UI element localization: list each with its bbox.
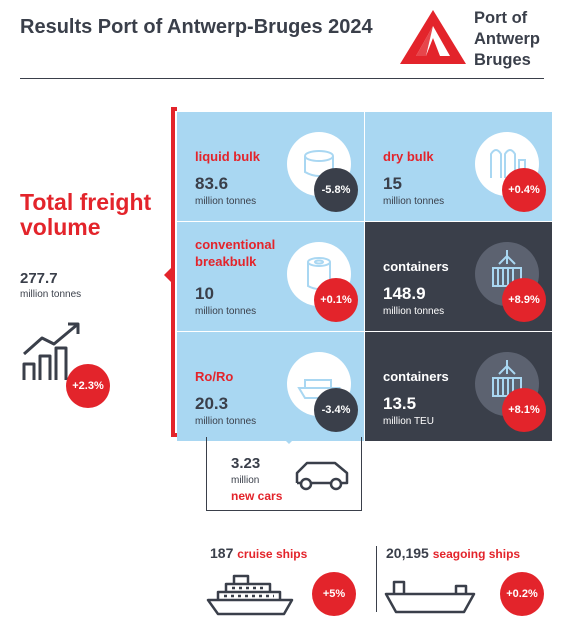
- bottom-divider: [376, 546, 377, 612]
- tile-label: liquid bulk: [195, 149, 260, 164]
- tile-unit: million tonnes: [383, 306, 445, 317]
- tile-label: containers: [383, 369, 449, 384]
- new-cars-box: 3.23 million new cars: [206, 437, 362, 511]
- tile-value: 83.6: [195, 174, 229, 193]
- page-title: Results Port of Antwerp-Bruges 2024: [20, 16, 373, 38]
- tile-liquid-bulk: liquid bulk 83.6 million tonnes -5.8%: [177, 112, 364, 221]
- tile-breakbulk: conventional breakbulk 10 million tonnes…: [177, 222, 364, 331]
- cruise-line: 187 cruise ships: [210, 545, 307, 561]
- growth-chart-icon: [22, 322, 80, 380]
- cars-label: new cars: [231, 489, 283, 503]
- tile-label: containers: [383, 259, 449, 274]
- tile-roro: Ro/Ro 20.3 million tonnes -3.4%: [177, 332, 364, 441]
- total-change-badge: +2.3%: [66, 364, 110, 408]
- logo-text: Port of Antwerp Bruges: [474, 9, 540, 69]
- roro-pointer: [282, 437, 296, 444]
- bracket-notch: [164, 268, 171, 282]
- port-logo-icon: [400, 10, 466, 64]
- tile-value: 148.9: [383, 284, 426, 303]
- tile-change-badge: +8.1%: [502, 388, 546, 432]
- cruise-value: 187: [210, 545, 234, 561]
- seagoing-label: seagoing ships: [432, 547, 521, 561]
- cars-value: 3.23: [231, 455, 261, 472]
- tile-unit: million tonnes: [195, 416, 257, 427]
- bracket-decoration: [171, 107, 177, 437]
- tile-value: 10: [195, 284, 214, 303]
- tile-containers-tonnes: containers 148.9 million tonnes +8.9%: [365, 222, 552, 331]
- tile-unit: million TEU: [383, 416, 434, 427]
- seagoing-change-badge: +0.2%: [500, 572, 544, 616]
- cars-unit: million: [231, 475, 260, 486]
- tile-label: Ro/Ro: [195, 369, 234, 384]
- tile-label: dry bulk: [383, 149, 434, 164]
- total-heading: Total freight volume: [20, 189, 152, 240]
- header-divider: [20, 78, 544, 79]
- tile-change-badge: +8.9%: [502, 278, 546, 322]
- tile-change-badge: -3.4%: [314, 388, 358, 432]
- cruise-label: cruise ships: [237, 547, 308, 561]
- tile-value: 15: [383, 174, 402, 193]
- cruise-change-badge: +5%: [312, 572, 356, 616]
- tile-change-badge: +0.1%: [314, 278, 358, 322]
- car-icon: [295, 461, 349, 491]
- cargo-ship-icon: [384, 580, 476, 614]
- total-unit: million tonnes: [20, 289, 82, 300]
- tile-value: 20.3: [195, 394, 229, 413]
- tile-containers-teu: containers 13.5 million TEU +8.1%: [365, 332, 552, 441]
- tile-unit: million tonnes: [383, 196, 445, 207]
- seagoing-line: 20,195 seagoing ships: [386, 545, 520, 561]
- tile-value: 13.5: [383, 394, 417, 413]
- tile-unit: million tonnes: [195, 306, 257, 317]
- total-value: 277.7: [20, 270, 58, 287]
- tile-change-badge: +0.4%: [502, 168, 546, 212]
- tile-change-badge: -5.8%: [314, 168, 358, 212]
- tile-unit: million tonnes: [195, 196, 257, 207]
- seagoing-value: 20,195: [386, 545, 429, 561]
- cruise-ship-icon: [206, 574, 294, 616]
- tile-dry-bulk: dry bulk 15 million tonnes +0.4%: [365, 112, 552, 221]
- tile-label: conventional breakbulk: [195, 237, 276, 269]
